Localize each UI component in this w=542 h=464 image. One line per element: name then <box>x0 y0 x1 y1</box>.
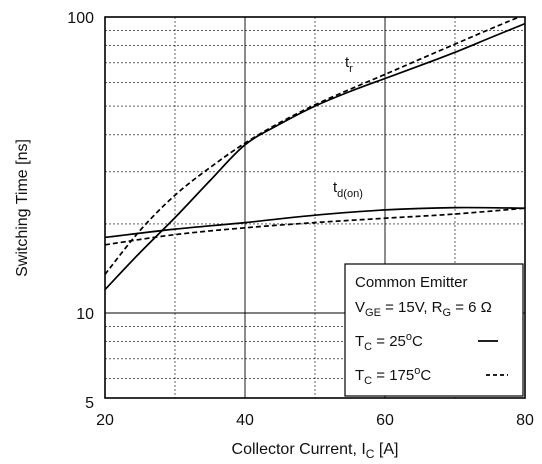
legend-line-2: VGE = 15V, RG = 6 Ω <box>355 299 492 319</box>
tdon-label-sub: d(on) <box>337 188 363 200</box>
y-tick-label: 10 <box>76 306 94 323</box>
legend-line-1: Common Emitter <box>355 274 468 291</box>
tr-label-sub: r <box>349 63 353 75</box>
series-line-tdon-175 <box>105 207 525 246</box>
tdon-curve-label: td(on) <box>333 179 363 200</box>
tdon-label-main: t <box>333 179 338 196</box>
x-tick-label: 80 <box>516 412 534 429</box>
legend-line-3: TC = 25oC <box>355 331 423 353</box>
legend: Common Emitter VGE = 15V, RG = 6 Ω TC = … <box>344 263 524 397</box>
series-line-tr-175 <box>105 17 522 275</box>
x-tick-label: 40 <box>236 412 254 429</box>
y-axis-title: Switching Time [ns] <box>14 139 31 277</box>
series-line-tr-25 <box>105 22 525 291</box>
x-tick-label: 60 <box>376 412 394 429</box>
legend-line-4: TC = 175oC <box>355 365 431 387</box>
tick-labels: 20 40 60 80 5 10 100 <box>67 10 534 429</box>
y-tick-label: 5 <box>85 395 94 412</box>
series-line-tdon-25 <box>105 206 525 239</box>
data-curves <box>105 17 525 291</box>
x-axis-title: Collector Current, IC [A] <box>232 441 399 461</box>
legend-box <box>344 263 524 397</box>
y-tick-label: 100 <box>67 10 94 27</box>
grid-lines <box>105 17 525 398</box>
tr-label-main: t <box>345 54 350 71</box>
tr-curve-label: tr <box>345 54 353 75</box>
x-tick-label: 20 <box>96 412 114 429</box>
